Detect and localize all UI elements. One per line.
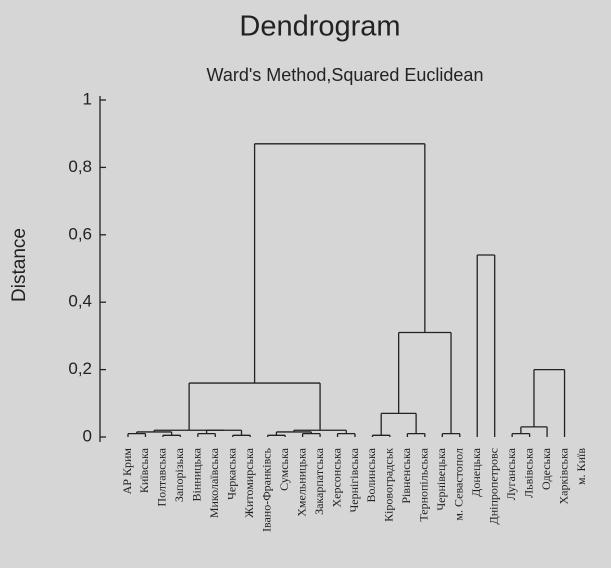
leaf-label: Кіровоградськ bbox=[382, 448, 396, 522]
leaf-label: Донецька bbox=[469, 447, 483, 496]
leaf-label: м. Київ bbox=[574, 448, 588, 485]
leaf-label: Херсонська bbox=[329, 447, 343, 507]
leaf-label: Київська bbox=[137, 447, 151, 493]
leaf-label: Сумська bbox=[277, 447, 291, 491]
y-tick-label: 0,6 bbox=[68, 224, 92, 243]
leaf-label: Волинська bbox=[364, 447, 378, 502]
leaf-label: Запорізька bbox=[172, 447, 186, 502]
leaf-label: Львівська bbox=[521, 447, 535, 498]
y-tick-label: 1 bbox=[83, 89, 92, 108]
leaf-label: м. Севастопол bbox=[452, 448, 466, 521]
leaf-label: Чернігівська bbox=[347, 447, 361, 512]
leaf-label: Івано-Франківсь bbox=[259, 447, 273, 532]
y-tick-label: 0,2 bbox=[68, 359, 92, 378]
y-tick-label: 0 bbox=[83, 426, 92, 445]
leaf-label: Луганська bbox=[504, 447, 518, 500]
leaf-label: Харківська bbox=[556, 447, 570, 504]
leaf-label: Закарпатська bbox=[312, 447, 326, 515]
leaf-label: Житомирська bbox=[242, 447, 256, 517]
leaf-label: Полтавська bbox=[155, 447, 169, 506]
chart-subtitle: Ward's Method,Squared Euclidean bbox=[207, 65, 484, 85]
leaf-label: Одеська bbox=[539, 447, 553, 490]
leaf-label: Чернівецька bbox=[434, 447, 448, 510]
leaf-label: Тернопільська bbox=[417, 447, 431, 521]
y-tick-label: 0,4 bbox=[68, 292, 92, 311]
leaf-label: Рівненська bbox=[399, 447, 413, 503]
leaf-label: АР Крим bbox=[120, 448, 134, 495]
y-axis-label: Distance bbox=[9, 228, 30, 302]
leaf-label: Хмельницька bbox=[294, 447, 308, 516]
leaf-label: Вінницька bbox=[190, 447, 204, 501]
y-tick-label: 0,8 bbox=[68, 157, 92, 176]
leaf-label: Миколаївська bbox=[207, 447, 221, 518]
leaf-label: Черкаська bbox=[225, 447, 239, 500]
chart-title: Dendrogram bbox=[239, 11, 400, 43]
leaf-label: Дніпропетровс bbox=[486, 448, 500, 524]
